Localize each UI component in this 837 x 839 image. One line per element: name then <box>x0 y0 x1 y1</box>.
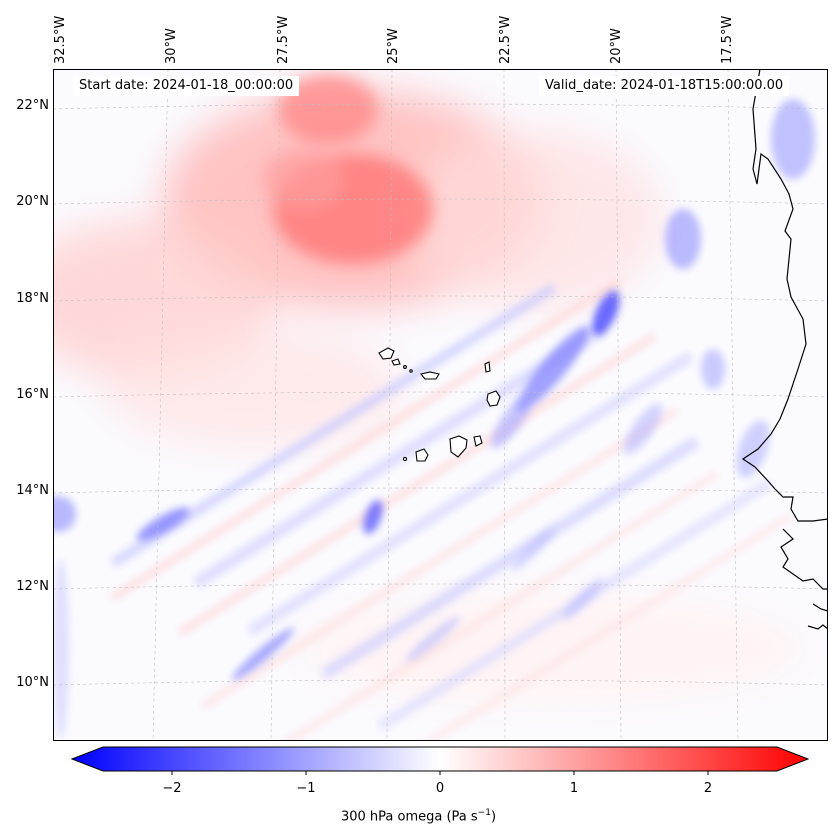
colorbar-tick-label: 1 <box>569 781 579 796</box>
lat-label: 14°N <box>16 483 49 498</box>
cape-verde-islands <box>378 347 501 462</box>
lon-label: 25°W <box>386 28 401 64</box>
negative-features <box>53 99 815 739</box>
colorbar-bar <box>70 746 810 772</box>
colorbar-tick-label: 0 <box>435 781 445 796</box>
omega-field-map <box>53 69 828 741</box>
colorbar-title-text: 300 hPa omega (Pa s <box>340 809 478 825</box>
colorbar-tick-label: 2 <box>703 781 713 796</box>
lat-label: 22°N <box>16 98 49 113</box>
start-date-label: Start date: 2024-01-18_00:00:00 <box>73 76 300 96</box>
colorbar-ticks <box>171 771 709 775</box>
colorbar-tick-label: −1 <box>296 781 316 796</box>
lat-label: 20°N <box>16 194 49 209</box>
lon-label: 22.5°W <box>498 15 513 64</box>
lat-label: 10°N <box>16 675 49 690</box>
colorbar-tick-label: −2 <box>162 781 182 796</box>
lon-label: 30°W <box>164 28 179 64</box>
lon-label: 17.5°W <box>720 15 735 64</box>
coastline <box>741 69 828 630</box>
colorbar-title-superscript: −1 <box>477 808 491 818</box>
graticule <box>53 69 828 741</box>
lon-label: 20°W <box>609 28 624 64</box>
lat-label: 12°N <box>16 579 49 594</box>
lat-label: 18°N <box>16 291 49 306</box>
valid-date-label: Valid_date: 2024-01-18T15:00:00.00 <box>539 76 790 96</box>
positive-core <box>263 74 433 264</box>
map-frame <box>53 69 828 741</box>
colorbar-title-end: ) <box>490 809 497 825</box>
map-area <box>53 69 828 741</box>
colorbar-title: 300 hPa omega (Pa s−1) <box>0 808 837 824</box>
lon-label: 27.5°W <box>276 15 291 64</box>
lat-label: 16°N <box>16 387 49 402</box>
lon-label: 32.5°W <box>53 15 68 64</box>
colorbar <box>70 746 810 775</box>
